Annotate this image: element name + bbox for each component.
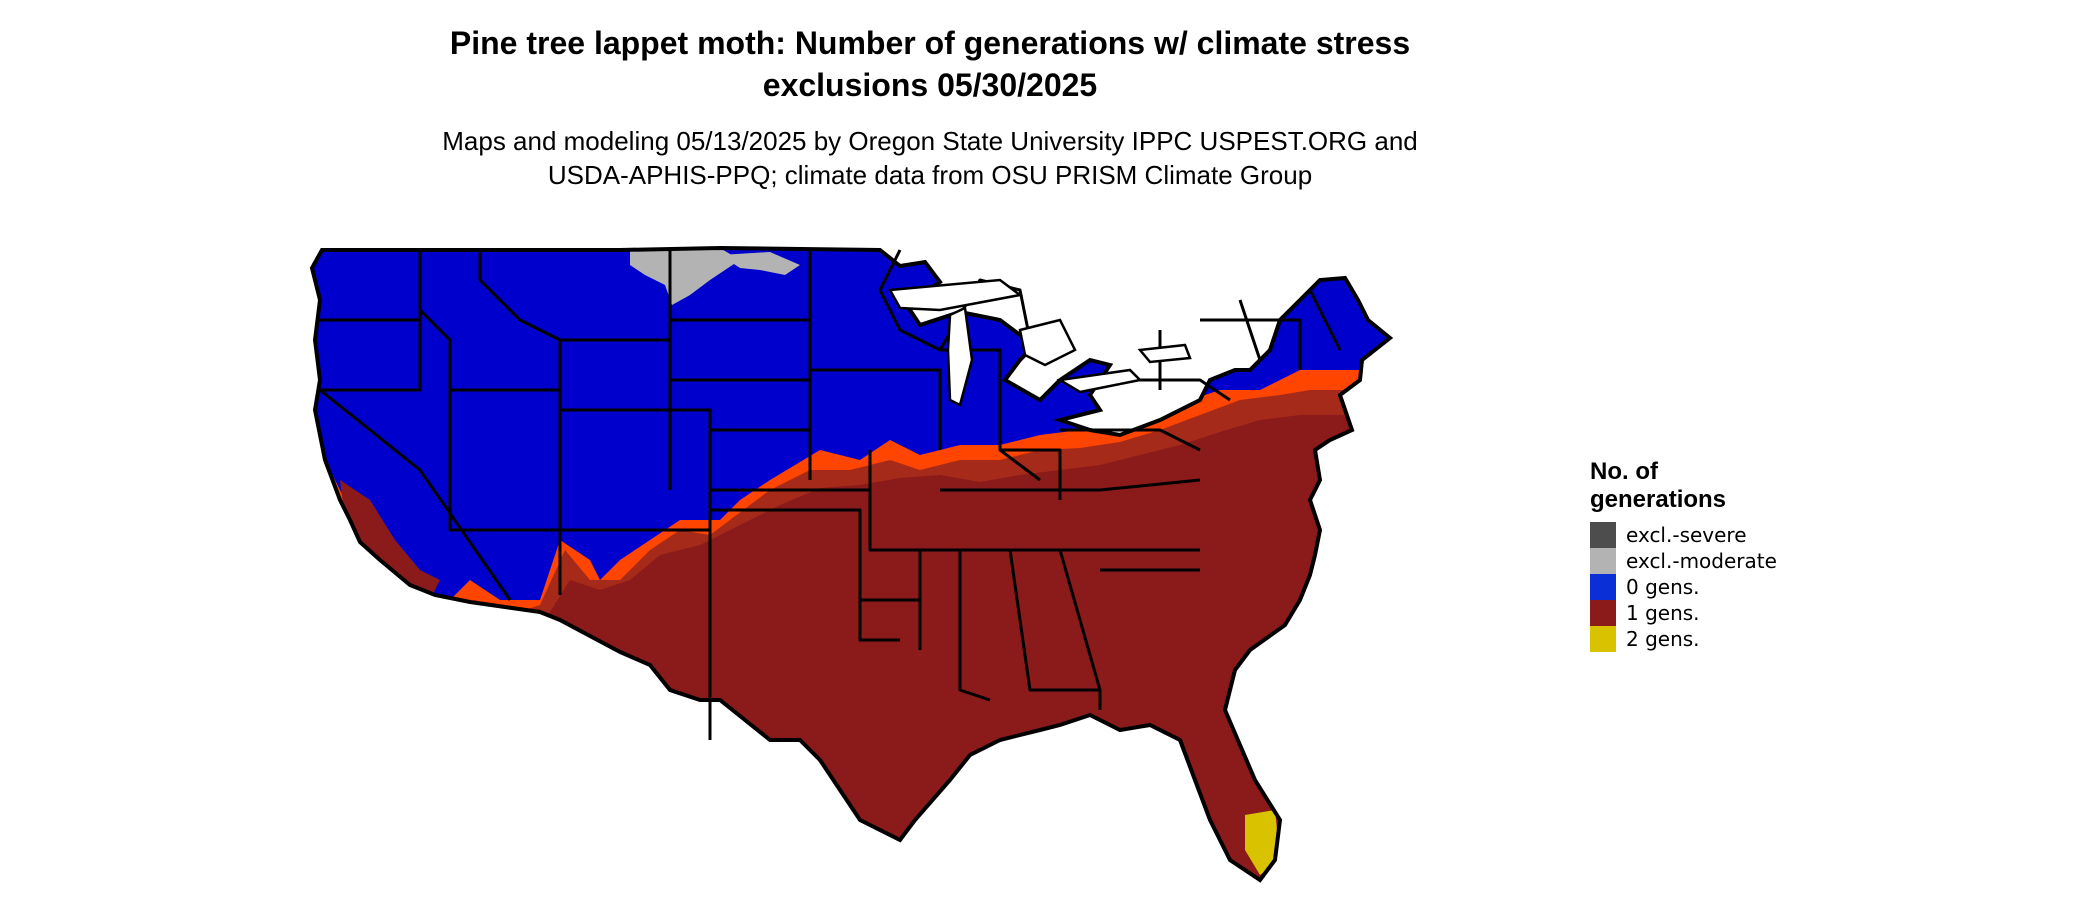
border-in-oh — [1000, 448, 1062, 500]
legend-item-excl-severe: excl.-severe — [1590, 522, 1890, 548]
border-or — [320, 320, 422, 392]
title-block: Pine tree lappet moth: Number of generat… — [0, 22, 1860, 192]
border-ms — [958, 550, 991, 702]
region-two-gens-fl — [1245, 810, 1280, 875]
legend-title-line-2: generations — [1590, 486, 1727, 513]
border-id-wy — [450, 338, 670, 392]
legend-label-0-gens: 0 gens. — [1626, 575, 1700, 599]
legend-label-1-gens: 1 gens. — [1626, 601, 1700, 625]
region-excl-moderate-north — [630, 248, 740, 305]
border-nm-tx — [560, 528, 712, 740]
border-mt-id — [478, 250, 561, 342]
border-new-england — [1200, 318, 1302, 370]
legend-swatch-2-gens — [1590, 626, 1616, 652]
region-excl-severe-tx — [725, 778, 745, 810]
legend-title-line-1: No. of — [1590, 458, 1658, 485]
border-nv-ut — [448, 390, 560, 532]
map-title-line-1: Pine tree lappet moth: Number of generat… — [449, 25, 1411, 61]
lake-ontario — [1137, 343, 1192, 364]
legend: No. of generations excl.-severe excl.-mo… — [1590, 458, 1890, 652]
map-subtitle-line-1: Maps and modeling 05/13/2025 by Oregon S… — [442, 126, 1418, 156]
border-vt-nh — [1238, 299, 1262, 361]
lake-erie — [1056, 368, 1143, 394]
border-al-fl — [1008, 549, 1102, 710]
border-me — [1308, 289, 1342, 351]
region-excl-moderate-tx — [720, 765, 760, 820]
legend-label-2-gens: 2 gens. — [1626, 627, 1700, 651]
legend-item-1-gens: 1 gens. — [1590, 600, 1890, 626]
lake-michigan — [946, 306, 974, 407]
region-california-one-gen — [340, 480, 440, 600]
border-ok-tx — [710, 508, 900, 642]
lake-superior — [887, 278, 1024, 312]
legend-swatch-excl-severe — [1590, 522, 1616, 548]
map-title-line-2: exclusions 05/30/2025 — [762, 67, 1098, 103]
lake-huron — [1018, 318, 1077, 367]
border-ky-tn — [940, 478, 1201, 492]
border-id-west — [418, 250, 452, 390]
legend-item-excl-moderate: excl.-moderate — [1590, 548, 1890, 574]
region-excl-moderate-az — [448, 612, 480, 648]
region-excl-moderate-az-2 — [490, 620, 510, 640]
region-excl-moderate-north-2 — [720, 252, 800, 275]
legend-label-excl-severe: excl.-severe — [1626, 523, 1747, 547]
legend-item-0-gens: 0 gens. — [1590, 574, 1890, 600]
state-borders — [318, 249, 1342, 740]
map-subtitle-line-2: USDA-APHIS-PPQ; climate data from OSU PR… — [547, 160, 1313, 190]
legend-swatch-0-gens — [1590, 574, 1616, 600]
us-generations-map — [310, 246, 1392, 882]
border-wv-va — [1060, 428, 1201, 452]
great-lakes — [887, 278, 1192, 407]
border-ga — [1058, 549, 1102, 691]
legend-item-2-gens: 2 gens. — [1590, 626, 1890, 652]
border-ca-nv — [319, 388, 512, 601]
border-wi — [878, 249, 941, 352]
legend-swatch-1-gens — [1590, 600, 1616, 626]
legend-swatch-excl-moderate — [1590, 548, 1616, 574]
border-ia — [810, 368, 942, 450]
legend-label-excl-moderate: excl.-moderate — [1626, 549, 1777, 573]
